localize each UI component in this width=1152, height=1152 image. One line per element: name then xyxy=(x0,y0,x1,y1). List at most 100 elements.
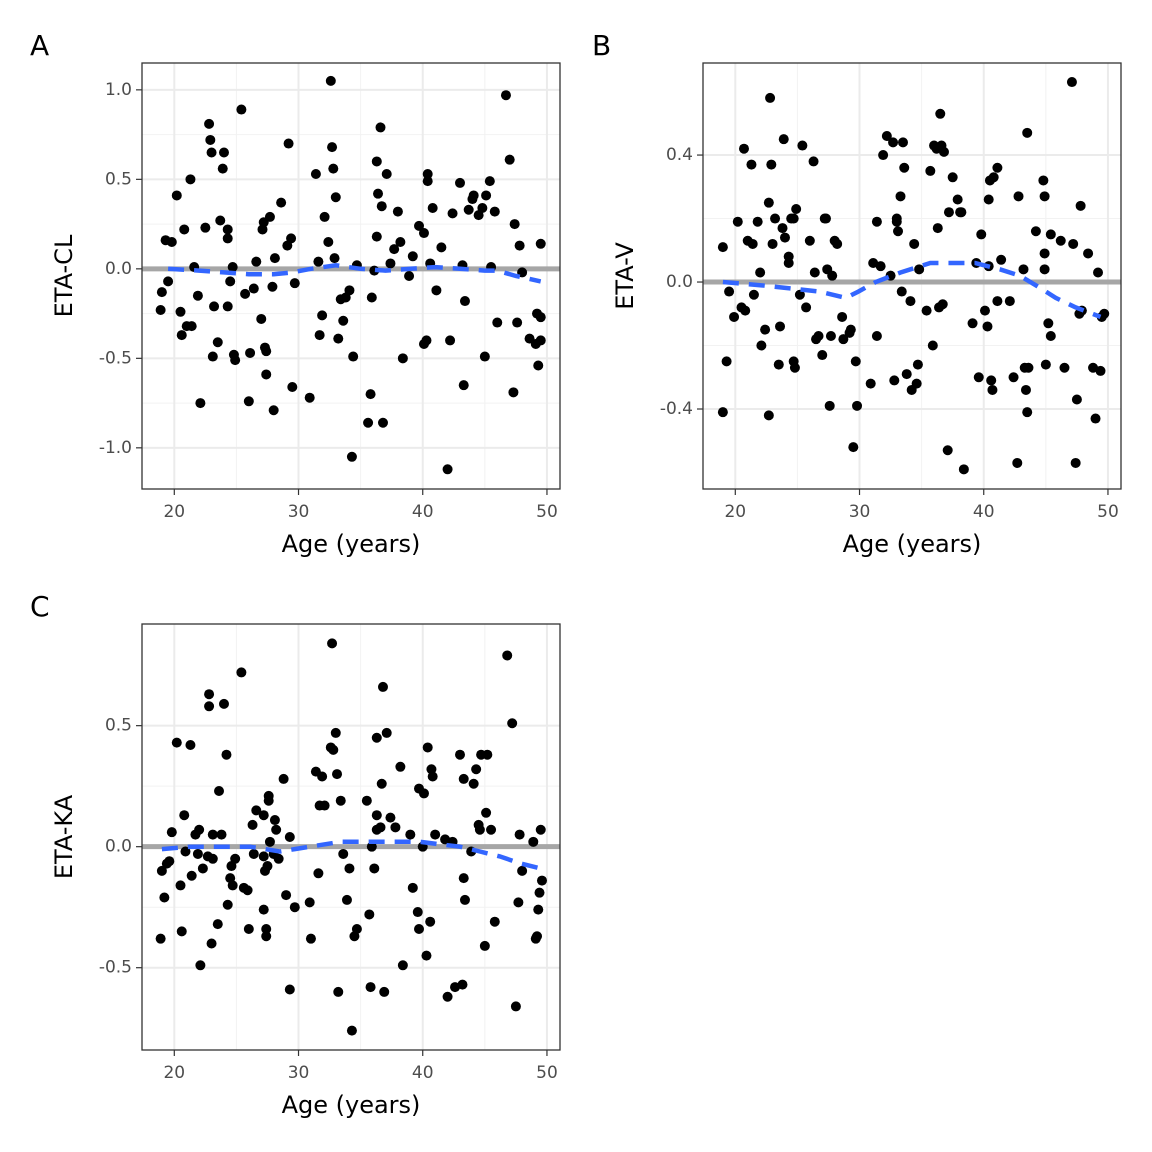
data-point xyxy=(845,324,856,335)
data-point xyxy=(1083,248,1094,259)
data-point xyxy=(267,281,278,292)
x-tick-label: 40 xyxy=(412,502,434,522)
data-point xyxy=(489,206,500,217)
data-point xyxy=(992,162,1003,173)
data-point xyxy=(996,254,1007,265)
data-point xyxy=(395,761,406,772)
data-point xyxy=(481,807,492,818)
data-point xyxy=(756,340,767,351)
data-point xyxy=(330,727,341,738)
data-point xyxy=(206,938,217,949)
data-point xyxy=(911,378,922,389)
data-point xyxy=(407,882,418,893)
data-point xyxy=(192,290,203,301)
data-point xyxy=(507,718,518,729)
data-point xyxy=(871,330,882,341)
data-point xyxy=(528,836,539,847)
data-point xyxy=(468,190,479,201)
y-tick-label: 0.0 xyxy=(105,837,132,857)
plot-border xyxy=(141,623,561,1051)
data-point xyxy=(281,890,292,901)
x-tick-label: 30 xyxy=(849,502,871,522)
data-point xyxy=(458,380,469,391)
data-point xyxy=(351,923,362,934)
data-point xyxy=(392,206,403,217)
data-point xyxy=(1012,457,1023,468)
x-tick-label: 40 xyxy=(412,1063,434,1083)
data-point xyxy=(967,318,978,329)
y-axis-title: ETA-KA xyxy=(50,794,78,879)
data-point xyxy=(327,142,338,153)
data-point xyxy=(1004,296,1015,307)
data-point xyxy=(375,822,386,833)
data-point xyxy=(325,75,336,86)
data-point xyxy=(248,283,259,294)
data-point xyxy=(323,236,334,247)
data-point xyxy=(348,351,359,362)
data-point xyxy=(422,168,433,179)
data-point xyxy=(746,159,757,170)
data-point xyxy=(427,202,438,213)
data-point xyxy=(251,805,262,816)
data-point xyxy=(156,287,167,298)
data-point xyxy=(385,812,396,823)
data-point xyxy=(1043,318,1054,329)
smooth-line xyxy=(161,839,542,871)
data-point xyxy=(1039,248,1050,259)
y-tick-label: -0.5 xyxy=(99,958,132,978)
data-point xyxy=(212,337,223,348)
data-point xyxy=(176,330,187,341)
data-point xyxy=(314,330,325,341)
data-point xyxy=(455,177,466,188)
data-point xyxy=(262,861,273,872)
data-point xyxy=(217,163,228,174)
data-point xyxy=(286,233,297,244)
data-point xyxy=(988,172,999,183)
data-point xyxy=(171,190,182,201)
data-point xyxy=(535,824,546,835)
data-point xyxy=(258,851,269,862)
data-point xyxy=(405,829,416,840)
x-tick-label: 50 xyxy=(536,1063,558,1083)
data-point xyxy=(724,286,735,297)
data-point xyxy=(1040,359,1051,370)
data-point xyxy=(721,356,732,367)
data-point xyxy=(197,863,208,874)
data-point xyxy=(492,317,503,328)
data-point xyxy=(175,880,186,891)
data-point xyxy=(982,321,993,332)
data-point xyxy=(937,299,948,310)
plot-border xyxy=(141,62,561,490)
data-point xyxy=(418,788,429,799)
data-point xyxy=(305,933,316,944)
data-point xyxy=(958,464,969,475)
data-point xyxy=(808,156,819,167)
data-point xyxy=(477,202,488,213)
data-point xyxy=(264,836,275,847)
data-point xyxy=(482,749,493,760)
data-point xyxy=(283,138,294,149)
data-point xyxy=(248,848,259,859)
data-point xyxy=(425,916,436,927)
data-point xyxy=(216,829,227,840)
data-point xyxy=(508,387,519,398)
data-point xyxy=(375,122,386,133)
data-point xyxy=(888,137,899,148)
data-point xyxy=(338,315,349,326)
data-point xyxy=(209,301,220,312)
y-axis-title: ETA-V xyxy=(611,242,639,310)
data-point xyxy=(752,216,763,227)
data-point xyxy=(258,810,269,821)
data-point xyxy=(218,147,229,158)
y-tick-label: -0.4 xyxy=(660,399,693,419)
data-point xyxy=(897,137,908,148)
data-point xyxy=(905,296,916,307)
data-point xyxy=(269,253,280,264)
data-point xyxy=(204,701,215,712)
data-point xyxy=(1038,175,1049,186)
data-point xyxy=(261,923,272,934)
data-point xyxy=(938,146,949,157)
data-point xyxy=(385,258,396,269)
data-point xyxy=(747,238,758,249)
data-point xyxy=(204,689,215,700)
